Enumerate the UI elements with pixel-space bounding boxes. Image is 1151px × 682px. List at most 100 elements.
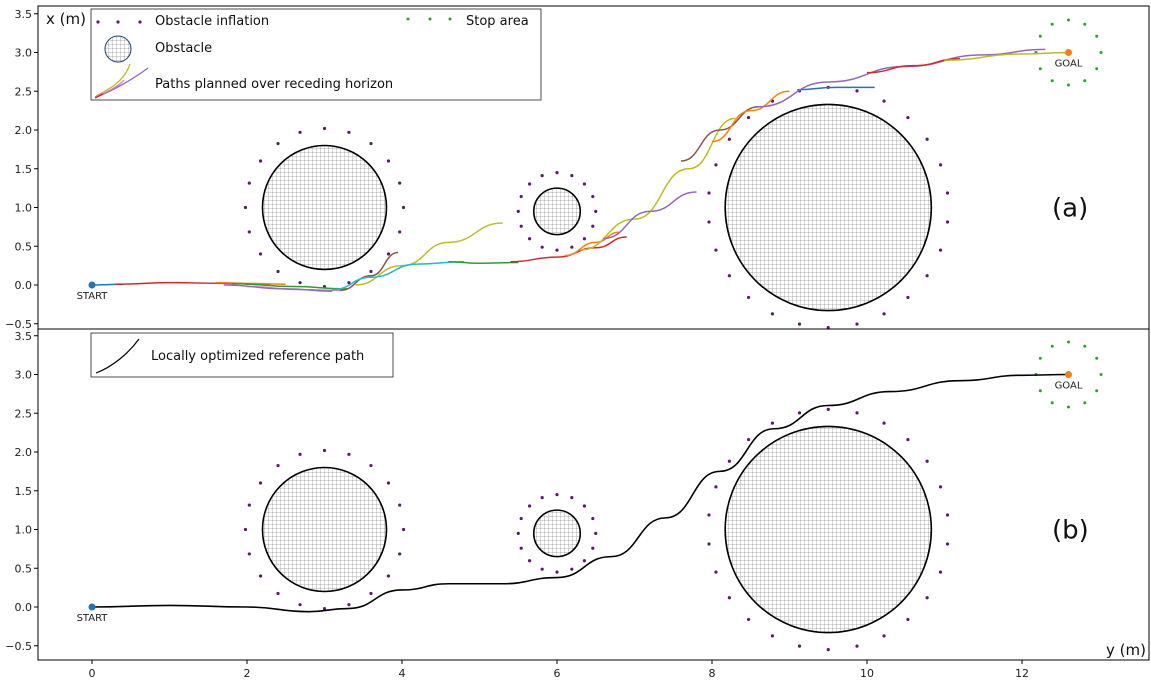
stop-area-dot — [1095, 389, 1099, 393]
path-series-4 — [231, 282, 348, 290]
y-tick-label: 1.0 — [15, 202, 33, 215]
path-series-11 — [510, 236, 627, 263]
stop-area-dot — [1038, 389, 1042, 393]
inflation-dot — [727, 596, 731, 600]
legend-inflation-dot — [138, 20, 142, 24]
inflation-dot — [882, 634, 886, 638]
inflation-dot — [591, 546, 595, 550]
inflation-dot — [938, 163, 943, 167]
inflation-dot — [527, 237, 532, 241]
legend-path-sample-3 — [94, 79, 125, 98]
x-tick-label: 2 — [244, 667, 251, 680]
obstacle-3 — [724, 103, 933, 312]
panel-a-paths — [91, 48, 1069, 292]
inflation-dot — [519, 546, 523, 550]
inflation-dot — [945, 191, 950, 195]
path-series-3 — [215, 281, 286, 285]
x-axis-label: y (m) — [1106, 641, 1146, 659]
inflation-dot — [582, 559, 587, 563]
y-tick-label: 3.0 — [15, 369, 33, 382]
goal-marker — [1065, 49, 1072, 56]
start-label: START — [77, 291, 109, 302]
obstacle-3 — [724, 425, 933, 634]
x-tick-label: 0 — [89, 667, 96, 680]
y-tick-label: 2.5 — [15, 85, 33, 98]
legend-stop-dot — [428, 17, 432, 21]
y-tick-label: 0.5 — [15, 562, 33, 575]
inflation-dot — [855, 89, 859, 93]
stop-area-dot — [1038, 34, 1042, 38]
x-ticks: 0 2 4 6 8 10 12 — [89, 660, 1029, 680]
stop-area-dot — [1067, 405, 1070, 409]
stop-area-dot — [1083, 401, 1087, 405]
stop-area-dot — [1083, 344, 1087, 348]
inflation-dot — [386, 481, 391, 485]
inflation-dot — [369, 463, 373, 468]
inflation-dot — [945, 220, 950, 224]
start-label: START — [77, 613, 109, 624]
path-series-20 — [944, 51, 1069, 61]
inflation-dot — [298, 603, 302, 607]
legend-obstacle-icon — [104, 35, 132, 63]
inflation-dot — [276, 269, 280, 274]
y-tick-label: −0.5 — [5, 318, 32, 331]
y-tick-label: 1.5 — [15, 163, 33, 176]
inflation-dot — [570, 245, 574, 249]
path-series-12 — [564, 231, 620, 257]
inflation-dot — [925, 274, 929, 278]
inflation-dot — [925, 137, 929, 141]
panel-b-y-ticks: 3.5 3.0 2.5 2.0 1.5 1.0 0.5 0.0 −0.5 — [5, 330, 38, 653]
inflation-dot — [527, 182, 532, 186]
inflation-dot — [555, 493, 559, 497]
inflation-dot — [298, 130, 302, 134]
inflation-dot — [369, 269, 373, 274]
inflation-dot — [906, 115, 910, 120]
inflation-dot — [258, 481, 263, 485]
inflation-dot — [243, 527, 248, 532]
path-series-16 — [711, 90, 790, 143]
stop-area-dot — [1099, 373, 1103, 376]
inflation-dot — [770, 312, 775, 316]
inflation-dot — [797, 644, 802, 648]
inflation-dot — [906, 295, 910, 300]
inflation-dot — [398, 181, 402, 185]
inflation-dot — [519, 516, 523, 521]
inflation-dot — [826, 648, 830, 652]
inflation-dot — [386, 252, 391, 256]
inflation-dot — [707, 191, 711, 195]
path-series-8 — [355, 222, 503, 286]
obstacle-2 — [532, 509, 582, 558]
legend-obstacle: Obstacle — [155, 41, 212, 56]
inflation-dot — [746, 115, 751, 120]
inflation-dot — [276, 463, 280, 468]
goal-label: GOAL — [1055, 59, 1083, 70]
y-tick-label: 3.0 — [15, 47, 33, 60]
inflation-dot — [582, 237, 587, 241]
inflation-dot — [707, 542, 711, 546]
panel-b-markers: START GOAL — [77, 371, 1083, 624]
inflation-dot — [925, 459, 929, 463]
inflation-dot — [540, 173, 544, 178]
y-tick-label: 3.5 — [15, 8, 33, 21]
inflation-dot — [322, 606, 327, 611]
x-tick-label: 6 — [554, 667, 561, 680]
obstacle-1 — [261, 144, 388, 271]
inflation-dot — [322, 126, 327, 131]
inflation-dot — [401, 205, 406, 210]
inflation-dot — [347, 452, 351, 456]
inflation-dot — [945, 542, 950, 546]
inflation-dot — [855, 644, 859, 648]
inflation-dot — [555, 570, 559, 574]
inflation-dot — [247, 503, 251, 507]
inflation-dot — [540, 567, 544, 571]
legend-b-box — [90, 332, 394, 378]
inflation-dot — [247, 230, 251, 234]
inflation-dot — [746, 617, 751, 622]
legend-obstacle-inflation: Obstacle inflation — [155, 14, 269, 29]
inflation-dot — [938, 570, 943, 574]
inflation-dot — [258, 159, 263, 163]
inflation-dot — [770, 634, 775, 638]
panel-b-paths — [91, 373, 1069, 613]
inflation-dot — [797, 322, 802, 326]
inflation-dot — [516, 531, 520, 535]
